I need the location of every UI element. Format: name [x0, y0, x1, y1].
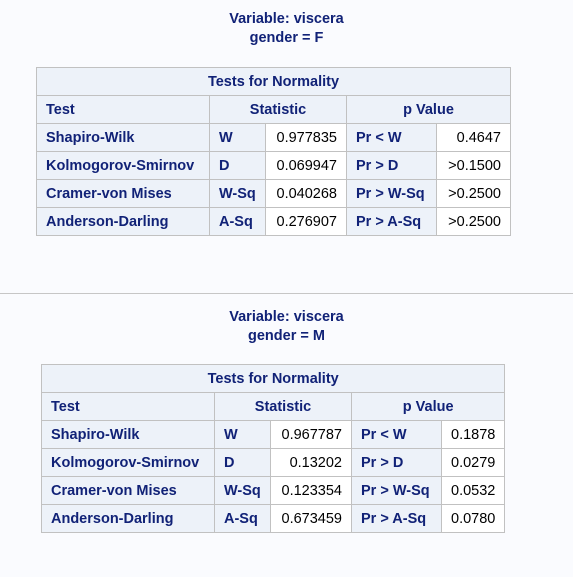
test-name: Shapiro-Wilk	[41, 420, 215, 449]
normality-table-m: Tests for Normality Test Statistic p Val…	[40, 364, 506, 533]
table-caption: Tests for Normality	[36, 67, 511, 96]
test-name: Cramer-von Mises	[41, 476, 215, 505]
pvalue-label: Pr > W-Sq	[346, 179, 437, 208]
column-header-pvalue: p Value	[350, 392, 506, 421]
test-name: Kolmogorov-Smirnov	[36, 151, 210, 180]
table-row: Shapiro-Wilk W 0.967787 Pr < W 0.1878	[41, 420, 506, 449]
pvalue-label: Pr > A-Sq	[346, 207, 437, 236]
pvalue-value: 0.0532	[440, 476, 506, 505]
statistic-label: D	[214, 448, 271, 477]
normality-table-f: Tests for Normality Test Statistic p Val…	[36, 67, 511, 236]
statistic-label: W-Sq	[209, 179, 266, 208]
table-row: Anderson-Darling A-Sq 0.276907 Pr > A-Sq…	[36, 207, 511, 236]
pvalue-value: >0.1500	[436, 151, 511, 180]
table-row: Kolmogorov-Smirnov D 0.069947 Pr > D >0.…	[36, 151, 511, 180]
section-divider	[0, 293, 573, 294]
group-title: gender = F	[249, 30, 324, 46]
pvalue-label: Pr > A-Sq	[351, 504, 442, 533]
test-name: Shapiro-Wilk	[36, 123, 210, 152]
pvalue-label: Pr > D	[351, 448, 442, 477]
statistic-label: A-Sq	[209, 207, 266, 236]
pvalue-label: Pr < W	[346, 123, 437, 152]
test-name: Anderson-Darling	[36, 207, 210, 236]
statistic-label: W	[214, 420, 271, 449]
statistic-value: 0.069947	[265, 151, 347, 180]
pvalue-label: Pr > D	[346, 151, 437, 180]
pvalue-label: Pr < W	[351, 420, 442, 449]
pvalue-value: 0.0279	[440, 448, 506, 477]
column-header-pvalue: p Value	[346, 95, 511, 124]
variable-title: Variable: viscera	[229, 11, 344, 27]
test-name: Cramer-von Mises	[36, 179, 210, 208]
statistic-label: D	[209, 151, 266, 180]
table-caption: Tests for Normality	[40, 364, 506, 393]
pvalue-label: Pr > W-Sq	[351, 476, 442, 505]
pvalue-value: 0.1878	[440, 420, 506, 449]
pvalue-value: 0.4647	[436, 123, 511, 152]
variable-title: Variable: viscera	[229, 309, 344, 325]
table-row: Anderson-Darling A-Sq 0.673459 Pr > A-Sq…	[41, 504, 506, 533]
statistic-value: 0.673459	[270, 504, 352, 533]
statistic-label: A-Sq	[214, 504, 271, 533]
column-header-test: Test	[41, 392, 215, 421]
statistic-value: 0.040268	[265, 179, 347, 208]
group-title: gender = M	[248, 328, 325, 344]
column-header-statistic: Statistic	[209, 95, 347, 124]
table-row: Shapiro-Wilk W 0.977835 Pr < W 0.4647	[36, 123, 511, 152]
table-row: Cramer-von Mises W-Sq 0.123354 Pr > W-Sq…	[41, 476, 506, 505]
table-row: Kolmogorov-Smirnov D 0.13202 Pr > D 0.02…	[41, 448, 506, 477]
statistic-value: 0.977835	[265, 123, 347, 152]
pvalue-value: >0.2500	[436, 179, 511, 208]
group-title-block-f: Variable: viscera gender = F	[0, 10, 573, 48]
group-title-block-m: Variable: viscera gender = M	[0, 308, 573, 346]
statistic-label: W	[209, 123, 266, 152]
test-name: Anderson-Darling	[41, 504, 215, 533]
statistic-value: 0.13202	[270, 448, 352, 477]
pvalue-value: 0.0780	[440, 504, 506, 533]
statistic-value: 0.967787	[270, 420, 352, 449]
column-header-test: Test	[36, 95, 210, 124]
column-header-statistic: Statistic	[214, 392, 352, 421]
pvalue-value: >0.2500	[436, 207, 511, 236]
statistic-value: 0.276907	[265, 207, 347, 236]
test-name: Kolmogorov-Smirnov	[41, 448, 215, 477]
table-row: Cramer-von Mises W-Sq 0.040268 Pr > W-Sq…	[36, 179, 511, 208]
statistic-label: W-Sq	[214, 476, 271, 505]
statistic-value: 0.123354	[270, 476, 352, 505]
